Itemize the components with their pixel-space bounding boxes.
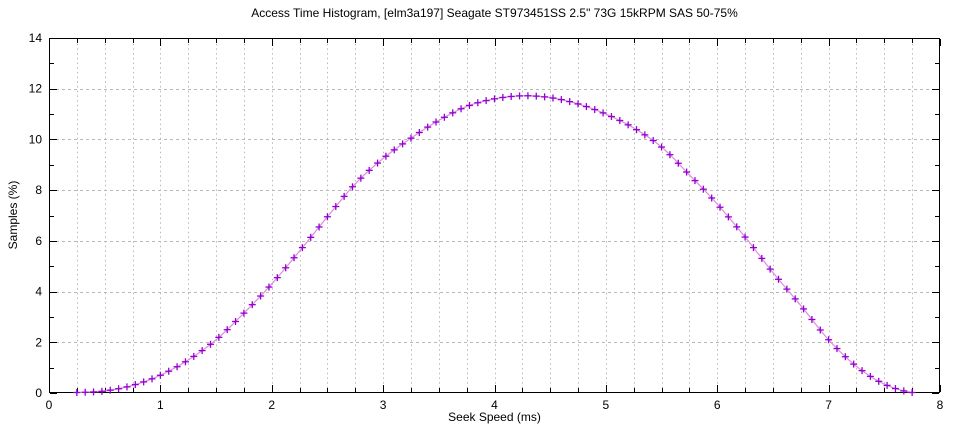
x-tick-label: 2 [268, 398, 275, 412]
x-tick-label: 4 [491, 398, 498, 412]
plot-border [49, 38, 940, 393]
x-axis-label: Seek Speed (ms) [448, 410, 541, 424]
chart-title: Access Time Histogram, [elm3a197] Seagat… [251, 6, 738, 20]
y-tick-label: 12 [29, 82, 43, 96]
grid-lines [50, 39, 939, 392]
y-tick-label: 10 [29, 132, 43, 146]
x-tick-label: 0 [46, 398, 53, 412]
x-tick-label: 7 [825, 398, 832, 412]
y-tick-label: 2 [35, 335, 42, 349]
series-markers [73, 92, 916, 396]
y-tick-label: 0 [35, 386, 42, 400]
y-tick-label: 8 [35, 183, 42, 197]
axis-ticks [49, 38, 941, 394]
x-tick-label: 8 [937, 398, 944, 412]
x-tick-label: 5 [603, 398, 610, 412]
y-tick-label: 4 [35, 285, 42, 299]
y-tick-label: 14 [29, 31, 43, 45]
x-tick-label: 3 [380, 398, 387, 412]
x-tick-label: 6 [714, 398, 721, 412]
x-tick-label: 1 [157, 398, 164, 412]
y-tick-label: 6 [35, 234, 42, 248]
